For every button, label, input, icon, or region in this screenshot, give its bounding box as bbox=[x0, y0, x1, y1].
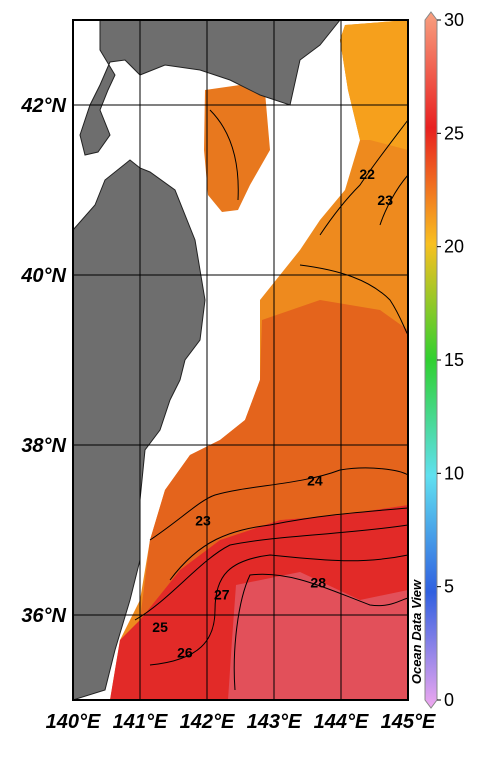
contour-line bbox=[169, 507, 409, 581]
contour-line bbox=[149, 467, 409, 541]
y-tick-label: 42°N bbox=[20, 95, 66, 117]
colorbar-tick-label: 25 bbox=[444, 123, 464, 143]
colorbar-tick-label: 5 bbox=[444, 577, 454, 597]
contour-label: 23 bbox=[195, 513, 211, 529]
contour-line bbox=[319, 119, 409, 236]
x-tick-label: 143°E bbox=[247, 711, 302, 733]
contour-label: 22 bbox=[359, 166, 375, 182]
map-frame bbox=[72, 19, 409, 701]
contour-line bbox=[379, 174, 409, 226]
y-tick-label: 38°N bbox=[21, 435, 66, 457]
x-tick-label: 140°E bbox=[46, 711, 101, 733]
x-tick-label: 145°E bbox=[381, 711, 436, 733]
contour-line bbox=[209, 109, 239, 201]
field-patch-north bbox=[204, 85, 270, 212]
x-tick-label: 141°E bbox=[113, 711, 168, 733]
colorbar bbox=[424, 11, 438, 709]
colorbar-tick-label: 20 bbox=[444, 237, 464, 257]
land bbox=[72, 19, 342, 701]
field-warm-north bbox=[340, 20, 408, 150]
labels: 140°E 141°E 142°E 143°E 144°E 145°E 36°N 38°N 40… bbox=[20, 95, 436, 733]
y-tick-label: 40°N bbox=[20, 265, 66, 287]
contour-label: 28 bbox=[310, 575, 326, 591]
contour-label: 26 bbox=[177, 644, 193, 660]
y-tick-label: 36°N bbox=[21, 605, 66, 627]
contour-label: 27 bbox=[214, 587, 230, 603]
colorbar-tick-label: 10 bbox=[444, 463, 464, 483]
honshu bbox=[72, 159, 206, 701]
colorbar-tick-label: 15 bbox=[444, 350, 464, 370]
contour-line bbox=[233, 573, 409, 691]
x-tick-label: 142°E bbox=[180, 711, 235, 733]
contour-lines bbox=[134, 109, 409, 691]
watermark: Ocean Data View bbox=[409, 579, 424, 684]
contour-label: 23 bbox=[377, 192, 393, 208]
hokkaido bbox=[79, 19, 342, 156]
colorbar-tick-label: 30 bbox=[444, 10, 464, 30]
field-warm-south bbox=[228, 572, 408, 700]
contour-line bbox=[299, 264, 409, 336]
contour-label: 24 bbox=[307, 473, 323, 489]
x-tick-label: 144°E bbox=[314, 711, 369, 733]
contour-line bbox=[134, 524, 409, 621]
contour-line bbox=[149, 554, 409, 666]
contour-label: 25 bbox=[152, 619, 168, 635]
colorbar-tick-label: 0 bbox=[444, 690, 454, 710]
